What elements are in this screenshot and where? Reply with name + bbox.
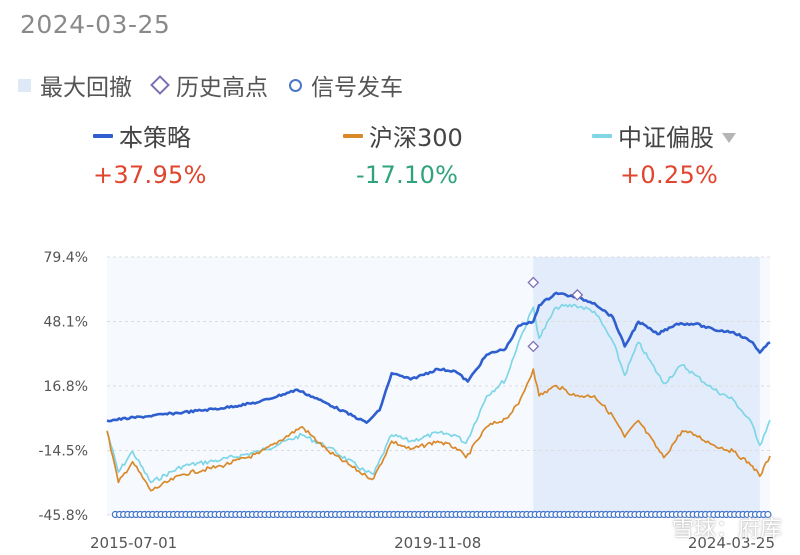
legend-signal-label: 信号发车 <box>311 75 403 101</box>
peak-marker <box>527 276 540 289</box>
y-tick-label: -14.5% <box>38 444 88 460</box>
top-legend: 最大回撤 历史高点 信号发车 <box>18 68 421 102</box>
legend-historical-high[interactable]: 历史高点 <box>150 68 268 102</box>
legend-max-drawdown-label: 最大回撤 <box>40 75 132 101</box>
legend-max-drawdown[interactable]: 最大回撤 <box>18 68 132 102</box>
chart-date: 2024-03-25 <box>20 10 171 39</box>
series-line-hs300 <box>106 368 771 492</box>
series-line-equity-fund <box>106 303 771 484</box>
series-strategy[interactable]: 本策略 +37.95% <box>93 118 207 189</box>
y-tick-label: 48.1% <box>44 315 88 331</box>
series-hs300[interactable]: 沪深300 -17.10% <box>343 118 463 189</box>
x-tick-label: 2019-11-08 <box>394 534 481 552</box>
signal-marker <box>764 510 772 519</box>
series-hs300-name: 沪深300 <box>369 124 463 152</box>
series-strategy-name: 本策略 <box>119 124 191 152</box>
series-strategy-return: +37.95% <box>93 161 207 189</box>
peak-marker <box>571 289 584 301</box>
series-legend: 本策略 +37.95% 沪深300 -17.10% 中证偏股 +0.25% <box>0 118 800 198</box>
peak-marker <box>527 340 540 353</box>
line-chart[interactable]: 79.4% 48.1% 16.8% -14.5% -45.8%2015-07-01 201… <box>0 230 800 555</box>
series-line-strategy <box>106 291 771 424</box>
y-tick-label: -45.8% <box>38 508 88 524</box>
hs300-swatch <box>343 133 363 138</box>
square-icon <box>18 78 31 92</box>
y-tick-label: 16.8% <box>44 379 88 395</box>
series-equity-fund-return: +0.25% <box>620 161 719 189</box>
series-equity-fund[interactable]: 中证偏股 +0.25% <box>592 118 736 189</box>
chevron-down-icon[interactable] <box>722 132 736 143</box>
series-equity-fund-name: 中证偏股 <box>618 124 714 152</box>
series-hs300-return: -17.10% <box>356 161 459 189</box>
watermark: 雪球：府库 <box>671 517 782 542</box>
strategy-swatch <box>93 133 113 138</box>
circle-icon <box>289 78 302 92</box>
equity-fund-swatch <box>592 133 612 138</box>
legend-signal[interactable]: 信号发车 <box>286 68 403 102</box>
x-tick-label: 2024-03-25 <box>688 534 775 552</box>
diamond-icon <box>150 75 170 95</box>
y-tick-label: 79.4% <box>44 250 88 266</box>
x-tick-label: 2015-07-01 <box>90 534 177 552</box>
legend-historical-high-label: 历史高点 <box>176 75 268 101</box>
